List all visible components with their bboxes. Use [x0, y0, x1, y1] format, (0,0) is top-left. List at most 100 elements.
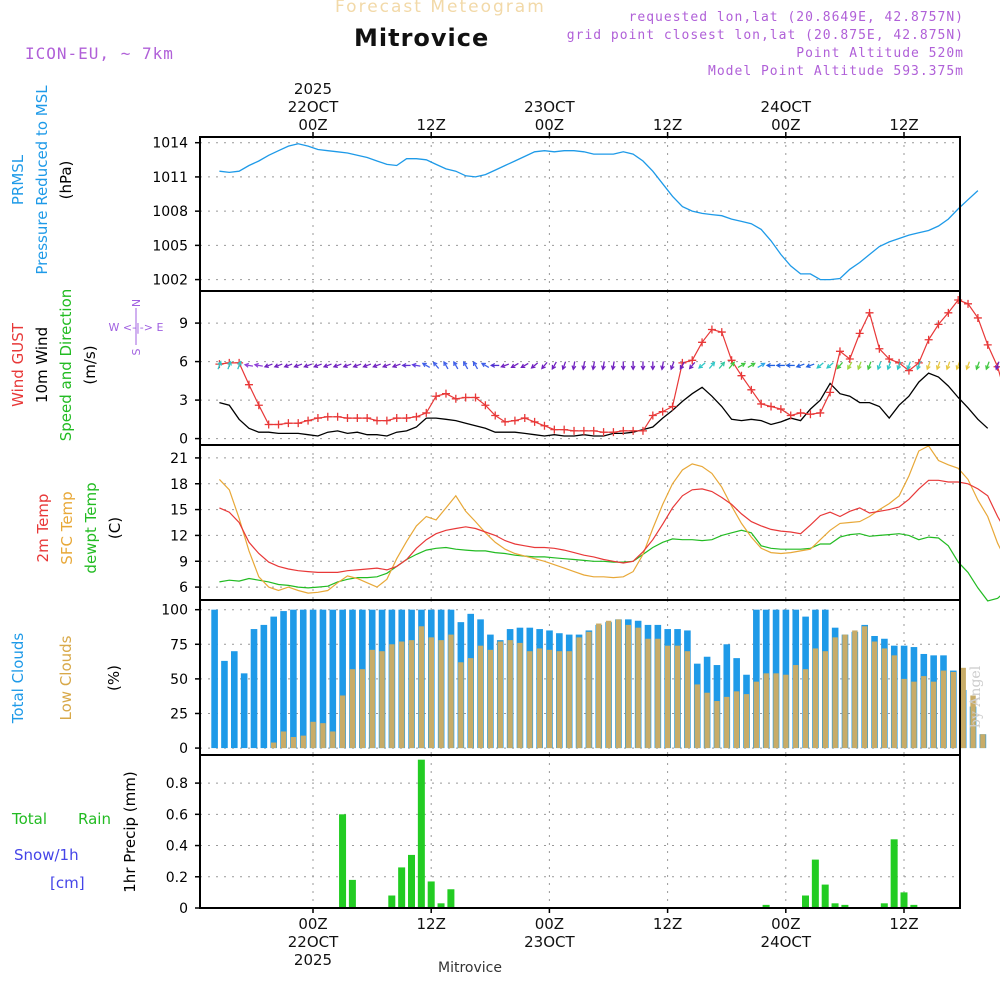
low-cloud-bar [556, 651, 563, 749]
wind-arrow-head [342, 363, 348, 368]
wind-arrow [661, 361, 665, 370]
wind-arrow [728, 361, 735, 369]
wind-arrow [541, 361, 548, 369]
low-cloud-bar [635, 627, 641, 749]
low-cloud-bar [448, 634, 454, 749]
low-cloud-bar [576, 637, 582, 749]
low-cloud-bar [517, 642, 523, 749]
gust-marker [540, 421, 549, 430]
wind-arrow-head [362, 363, 368, 368]
low-cloud-bar [349, 669, 356, 749]
precip-bar [408, 854, 415, 908]
time-label-bottom: 22OCT [288, 933, 339, 951]
wind-line [219, 372, 989, 437]
low-cloud-bar [428, 637, 434, 749]
gust-marker [806, 410, 815, 419]
gust-marker [570, 426, 579, 435]
wind-arrow [443, 361, 449, 370]
low-cloud-bar [546, 649, 553, 749]
point-altitude: Point Altitude 520m [796, 46, 964, 61]
gust-marker [688, 356, 697, 365]
total-cloud-bar [753, 609, 760, 749]
total-cloud-bar [299, 609, 307, 749]
precip-bar [388, 895, 396, 908]
y-tick-label: 12 [170, 528, 188, 544]
wind-arrow [847, 361, 853, 370]
y-tick-label: 9 [179, 554, 188, 570]
wind-arrow [244, 364, 254, 367]
total-cloud-bar [231, 651, 238, 749]
wind-arrow [217, 361, 222, 370]
temp-axis-label: dewpt Temp [82, 482, 100, 573]
wind-arrow [966, 361, 971, 370]
low-cloud-bar [389, 644, 395, 749]
pressure-line [219, 143, 979, 281]
temp-axis-label: 2m Temp [34, 494, 52, 563]
low-cloud-bar [399, 641, 405, 749]
wind-arrow [867, 361, 872, 370]
model-altitude: Model Point Altitude 593.375m [708, 64, 964, 79]
total-cloud-bar [221, 660, 228, 749]
wind-arrow-head [610, 365, 616, 371]
gust-marker [885, 355, 894, 364]
low-cloud-bar [802, 669, 809, 749]
wind-arrow [363, 363, 372, 368]
time-label-top: 00Z [298, 116, 327, 134]
gust-marker [343, 414, 352, 423]
wind-arrow [551, 361, 557, 370]
low-cloud-bar [812, 648, 819, 749]
y-tick-label: 9 [179, 316, 188, 332]
wind-arrow [323, 363, 332, 368]
time-label-top: 12Z [653, 116, 682, 134]
wind-arrow [373, 363, 382, 368]
total-cloud-bar [240, 673, 248, 749]
wind-arrow [353, 363, 362, 368]
gust-marker [560, 425, 569, 434]
wind-arrow-head [765, 362, 771, 368]
wind-arrow [698, 362, 706, 369]
total-cloud-bar [290, 609, 297, 749]
wind-arrow-head [785, 362, 791, 368]
wind-arrow-head [955, 365, 961, 371]
y-tick-label: 0.2 [166, 870, 188, 886]
wind-arrow-head [372, 363, 378, 368]
wind-arrow [926, 361, 931, 370]
total-cloud-bar [270, 616, 277, 749]
gust-marker [589, 426, 598, 435]
wind-arrow [237, 361, 242, 370]
panel-frame [199, 290, 961, 446]
wind-axis-label: Wind GUST [9, 322, 27, 407]
wind-arrow-head [995, 365, 1000, 371]
legend-cm: [cm] [50, 874, 85, 892]
precip-bar [811, 859, 819, 908]
wind-arrow-head [985, 365, 990, 371]
gust-marker [264, 420, 273, 429]
wind-arrow [472, 361, 479, 370]
wind-arrow [382, 363, 391, 368]
gust-marker [313, 414, 322, 423]
gust-marker [609, 428, 618, 437]
gust-marker [964, 299, 973, 308]
pressure-axis-label: Pressure Reduced to MSL [33, 85, 51, 275]
wind-arrow-head [571, 365, 577, 371]
wind-arrow [343, 363, 352, 368]
gust-marker [451, 394, 460, 403]
wind-arrow [602, 361, 605, 370]
wind-arrow [887, 361, 892, 370]
gust-marker [382, 416, 391, 425]
time-label-bottom: 23OCT [524, 933, 575, 951]
wind-arrow [304, 363, 313, 368]
gust-marker [402, 414, 411, 423]
wind-arrow [806, 363, 815, 368]
wind-arrow [708, 361, 715, 369]
wind-axis-label: Speed and Direction [57, 289, 75, 442]
low-cloud-bar [438, 640, 444, 749]
cloud-axis-label: (%) [105, 665, 123, 691]
gust-marker [579, 426, 588, 435]
wind-arrow-head [926, 365, 931, 371]
gust-marker [274, 420, 283, 429]
precip-bar [427, 881, 435, 908]
wind-arrow-head [237, 360, 242, 366]
gust-marker [353, 414, 362, 423]
